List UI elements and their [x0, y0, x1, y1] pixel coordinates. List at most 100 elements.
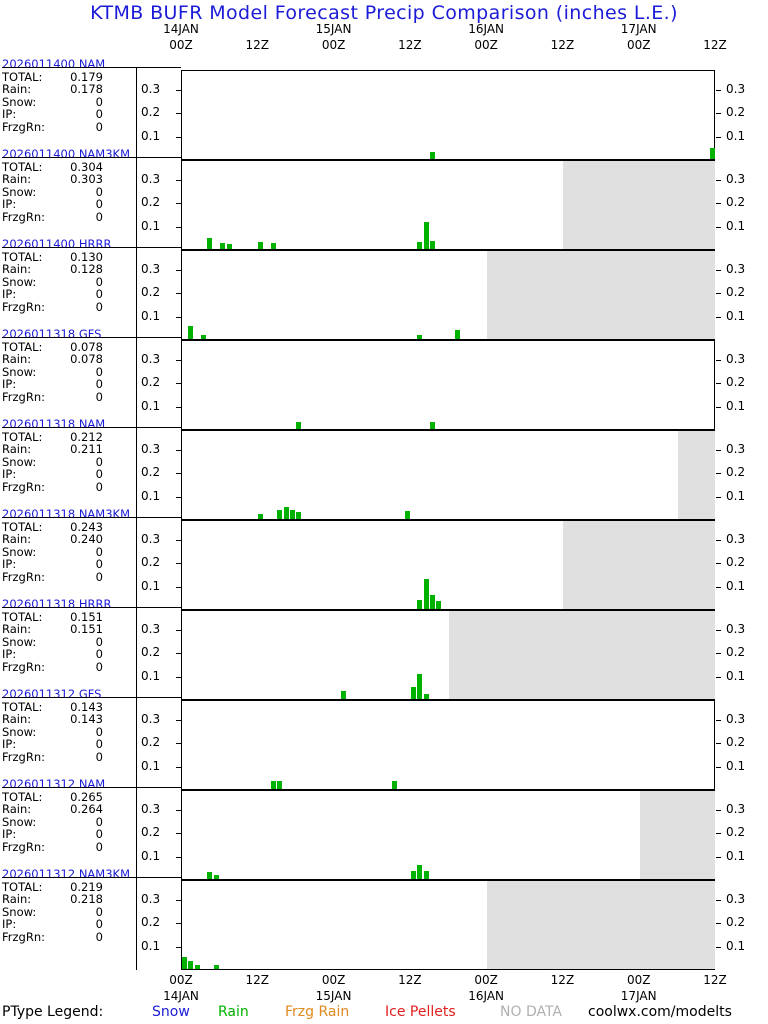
total-label: TOTAL:: [2, 249, 43, 264]
y-tick-label-right: 0.1: [726, 668, 746, 683]
precip-bar: [436, 600, 442, 609]
precip-bar: [220, 243, 226, 249]
y-tick-mark-right: [716, 719, 721, 721]
rain-label: Rain:: [2, 622, 32, 637]
run-info: 2026011312 GFS TOTAL: 0.143 Rain: 0.143 Snow:…: [2, 688, 103, 764]
top-day-label: 16JAN: [468, 22, 505, 36]
run-label: 2026011400 NAM3KM: [2, 147, 130, 161]
precip-bar: [417, 599, 423, 609]
ip-value: 0: [95, 647, 103, 662]
precip-bar: [423, 870, 429, 879]
precip-bar: [429, 421, 435, 429]
rain-label: Rain:: [2, 442, 32, 457]
run-info: 2026011318 NAM TOTAL: 0.212 Rain: 0.211 Snow:…: [2, 418, 105, 494]
y-tick-label-right: 0.1: [726, 488, 746, 503]
y-tick-label-left: 0.3: [141, 261, 161, 276]
precip-bar: [277, 509, 283, 519]
y-tick-mark-right: [716, 923, 721, 925]
precip-bar: [258, 514, 264, 519]
y-tick-mark-left: [176, 743, 181, 745]
total-label: TOTAL:: [2, 699, 43, 714]
y-tick-label-left: 0.2: [141, 105, 161, 120]
run-info: 2026011400 NAM TOTAL: 0.179 Rain: 0.178 Snow:…: [2, 58, 105, 134]
snow-label: Snow:: [2, 274, 37, 289]
y-tick-mark-right: [716, 766, 721, 768]
y-tick-label-right: 0.3: [726, 351, 746, 366]
bottom-day-label: 16JAN: [468, 989, 505, 1003]
snow-value: 0: [95, 364, 103, 379]
y-tick-mark-left: [176, 899, 181, 901]
bottom-hour-label: 12Z: [550, 973, 575, 987]
frzgrn-value: 0: [95, 749, 103, 764]
y-tick-mark-left: [176, 719, 181, 721]
forecast-panel: [181, 70, 715, 160]
info-separator: [136, 608, 137, 700]
y-tick-label-left: 0.1: [141, 848, 161, 863]
panel-divider: [2, 157, 181, 158]
y-tick-label-left: 0.3: [141, 81, 161, 96]
info-separator: [136, 788, 137, 880]
precip-bar: [213, 965, 219, 969]
y-tick-mark-right: [716, 226, 721, 228]
y-tick-mark-right: [716, 473, 721, 475]
brand-link[interactable]: coolwx.com/modelts: [588, 1004, 732, 1020]
top-hour-label: 12Z: [398, 38, 422, 52]
frzgrn-value: 0: [95, 839, 103, 854]
bottom-hour-label: 12Z: [703, 973, 727, 987]
top-hour-label: 00Z: [626, 38, 651, 52]
snow-label: Snow:: [2, 184, 37, 199]
y-tick-mark-left: [176, 293, 181, 295]
snow-label: Snow:: [2, 454, 37, 469]
run-info: 2026011400 HRRR TOTAL: 0.130 Rain: 0.128 Snow…: [2, 238, 111, 314]
y-tick-mark-right: [716, 899, 721, 901]
ip-value: 0: [95, 557, 103, 572]
total-value: 0.130: [70, 249, 103, 264]
frzgrn-label: FrzgRn:: [2, 209, 45, 224]
panel-divider: [2, 607, 181, 608]
y-tick-mark-right: [716, 406, 721, 408]
top-hour-label: 12Z: [703, 38, 727, 52]
panel-divider: [2, 877, 181, 878]
y-tick-mark-left: [176, 406, 181, 408]
ip-value: 0: [95, 107, 103, 122]
y-tick-label-right: 0.3: [726, 171, 746, 186]
precip-bar: [188, 326, 194, 339]
forecast-panel: [181, 520, 715, 610]
rain-value: 0.211: [70, 442, 103, 457]
y-tick-mark-right: [716, 293, 721, 295]
precip-bar: [391, 780, 397, 789]
y-tick-mark-left: [176, 226, 181, 228]
y-tick-label-right: 0.2: [726, 375, 746, 390]
y-tick-mark-right: [716, 203, 721, 205]
info-separator: [136, 518, 137, 610]
bottom-hour-label: 00Z: [321, 973, 346, 987]
legend-title: PType Legend:: [2, 1004, 104, 1020]
rain-value: 0.128: [70, 262, 103, 277]
frzgrn-value: 0: [95, 389, 103, 404]
rain-label: Rain:: [2, 802, 32, 817]
forecast-panel: [181, 700, 715, 790]
forecast-panel: [181, 790, 715, 880]
precip-bar: [410, 687, 416, 699]
precip-bar: [213, 875, 219, 879]
y-tick-label-right: 0.2: [726, 915, 746, 930]
y-tick-label-left: 0.3: [141, 711, 161, 726]
total-value: 0.219: [70, 879, 103, 894]
info-separator: [136, 158, 137, 250]
precip-bar: [429, 594, 435, 609]
no-data-region: [677, 431, 715, 519]
total-value: 0.212: [70, 429, 103, 444]
rain-value: 0.078: [70, 352, 103, 367]
y-tick-label-left: 0.2: [141, 555, 161, 570]
y-tick-mark-left: [176, 179, 181, 181]
y-tick-label-left: 0.1: [141, 218, 161, 233]
ip-value: 0: [95, 197, 103, 212]
bottom-hour-label: 00Z: [474, 973, 498, 987]
legend-snow: Snow: [152, 1004, 190, 1020]
total-label: TOTAL:: [2, 429, 43, 444]
bottom-hour-label: 00Z: [169, 973, 193, 987]
forecast-panel: [181, 430, 715, 520]
bottom-hour-label: 12Z: [398, 973, 422, 987]
y-tick-mark-right: [716, 496, 721, 498]
precip-bar: [410, 870, 416, 879]
